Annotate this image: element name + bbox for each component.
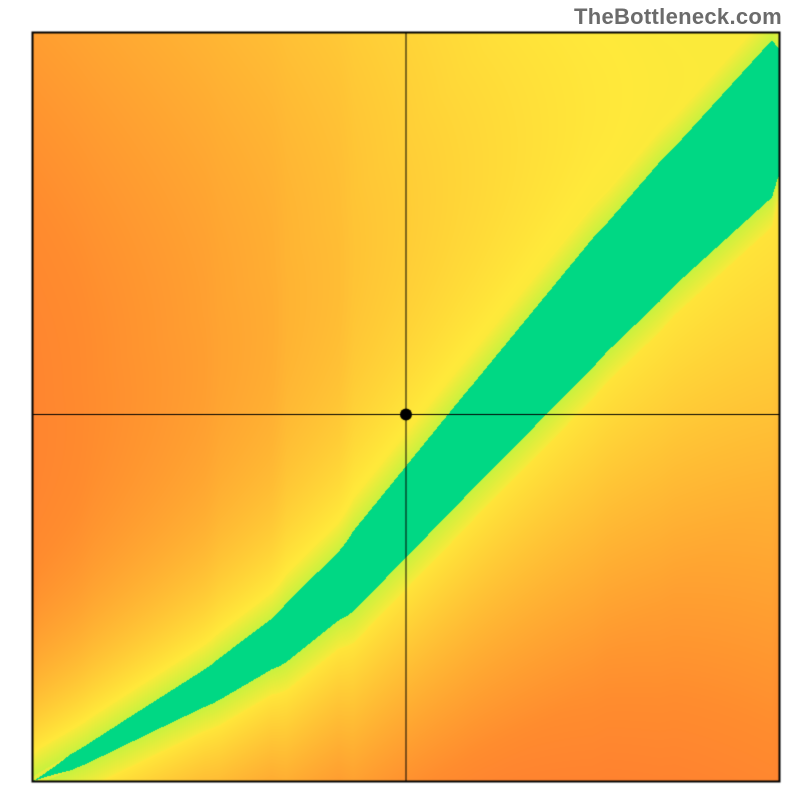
chart-container: TheBottleneck.com [0, 0, 800, 800]
watermark-text: TheBottleneck.com [574, 4, 782, 30]
heatmap-canvas [0, 0, 800, 800]
